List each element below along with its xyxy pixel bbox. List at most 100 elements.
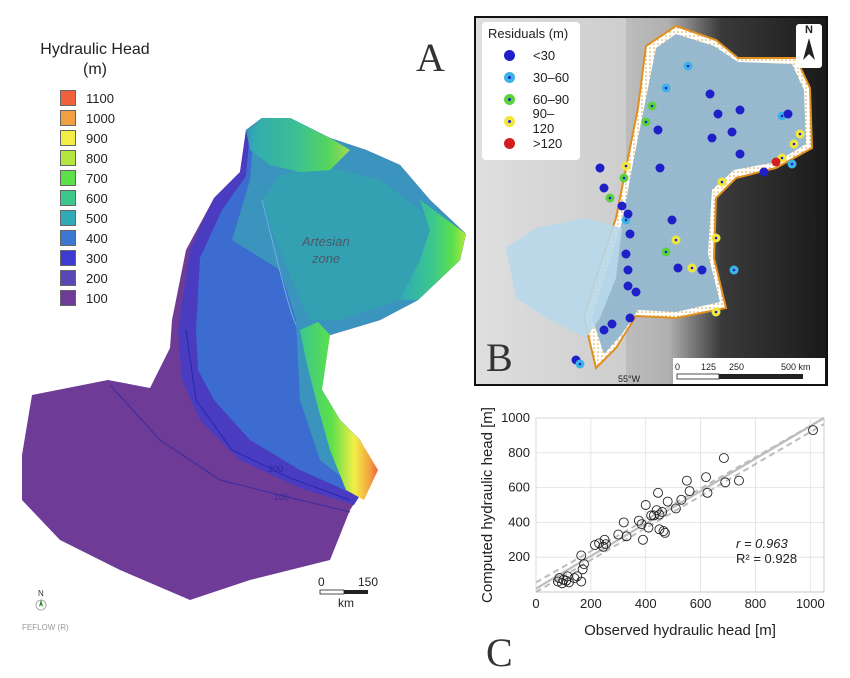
data-point — [653, 487, 664, 498]
legend-item-1000: 1000 — [60, 108, 160, 128]
x-tick-label: 1000 — [796, 596, 825, 611]
data-point — [554, 573, 565, 584]
data-point — [562, 571, 573, 582]
data-point — [633, 515, 644, 526]
well-point-center — [798, 132, 802, 136]
legend-label: 300 — [86, 250, 108, 266]
legend-swatch — [60, 270, 76, 286]
well-point-center — [578, 362, 582, 366]
data-point — [718, 453, 729, 463]
data-point — [670, 503, 681, 514]
data-point — [621, 531, 632, 542]
data-point — [576, 576, 587, 587]
well-point-center — [720, 180, 724, 184]
well-point-center — [624, 218, 628, 222]
well-point-center — [732, 268, 736, 272]
well-point — [625, 229, 635, 239]
data-point — [590, 540, 600, 550]
artesian-zone — [262, 165, 450, 320]
y-axis-label: Computed hydraulic head [m] — [479, 407, 496, 603]
well-point — [727, 127, 737, 137]
data-point — [654, 524, 665, 535]
legend-unit: (m) — [83, 61, 107, 78]
data-point — [577, 564, 588, 575]
well-point-center — [674, 238, 678, 242]
legend-item-200: 200 — [60, 268, 160, 288]
residual-legend-label: 30–60 — [533, 69, 570, 85]
well-point-center — [780, 156, 784, 160]
hydraulic-head-map: 200 100 Artesian zone 0 150 km N FEFLOW … — [22, 118, 466, 632]
legend-label: 900 — [86, 130, 108, 146]
panel-a-letter: A — [416, 35, 445, 80]
x-tick-label: 400 — [635, 596, 657, 611]
data-point — [576, 550, 587, 561]
legend-label: 1100 — [86, 90, 114, 106]
aquifer-southwest — [506, 218, 622, 338]
well-point-center — [690, 266, 694, 270]
scale-b-125: 125 — [701, 362, 716, 372]
y-tick-label: 400 — [508, 514, 530, 529]
data-point — [676, 494, 687, 505]
data-point — [734, 475, 744, 486]
well-point — [595, 163, 605, 173]
data-point — [569, 573, 580, 584]
data-point — [646, 510, 657, 521]
legend-swatch — [60, 290, 76, 306]
legend-label: 600 — [86, 190, 108, 206]
legend-label: 200 — [86, 270, 108, 286]
well-point-center — [664, 250, 668, 254]
data-point — [600, 539, 611, 550]
scale-bar-white — [319, 589, 345, 595]
well-point-center — [714, 310, 718, 314]
well-point — [697, 265, 707, 275]
scale-bar-black — [344, 590, 368, 594]
well-point — [623, 281, 633, 291]
legend-label: 1000 — [86, 110, 115, 126]
scale-b-500: 500 km — [781, 362, 811, 372]
well-point — [655, 163, 665, 173]
legend-label: 100 — [86, 290, 108, 306]
well-point-center — [644, 120, 648, 124]
x-tick-label: 800 — [745, 596, 767, 611]
well-point — [759, 167, 769, 177]
legend-swatch — [60, 190, 76, 206]
confidence-upper-line — [535, 417, 825, 584]
data-point — [579, 559, 589, 570]
data-point — [808, 425, 818, 436]
legend-swatch — [60, 150, 76, 166]
data-point — [598, 541, 609, 552]
legend-item-100: 100 — [60, 288, 160, 308]
well-point — [783, 109, 793, 119]
data-point — [662, 496, 673, 507]
residual-legend-item: <30 — [488, 44, 574, 66]
r-annotation: r = 0.963 — [736, 536, 788, 551]
artesian-zone-label-1: Artesian — [301, 234, 350, 249]
data-point — [640, 500, 651, 510]
data-point — [720, 477, 731, 488]
panel-b-letter: B — [486, 335, 513, 380]
well-point-center — [622, 176, 626, 180]
well-point — [621, 249, 631, 259]
well-point — [735, 149, 745, 159]
well-point-center — [650, 104, 654, 108]
well-point — [617, 201, 627, 211]
data-point — [702, 487, 713, 498]
scale-end: 150 — [358, 575, 378, 589]
data-point — [701, 472, 712, 483]
well-point — [713, 109, 723, 119]
legend-swatch — [60, 250, 76, 266]
north-label-b: N — [805, 24, 813, 36]
well-point-center — [664, 86, 668, 90]
legend-item-1100: 1100 — [60, 88, 160, 108]
residual-legend-label: <30 — [533, 47, 556, 63]
x-tick-label: 200 — [580, 596, 602, 611]
residuals-legend: Residuals (m) <30 30–60 60–90 90–120 >120 — [482, 22, 580, 160]
well-point — [599, 183, 609, 193]
legend-label: 400 — [86, 230, 108, 246]
legend-swatch — [60, 230, 76, 246]
legend-swatch — [60, 110, 76, 126]
residual-legend-label: >120 — [533, 135, 563, 151]
residual-dot-icon — [504, 115, 515, 127]
data-point — [657, 507, 668, 517]
well-point-center — [780, 114, 784, 118]
